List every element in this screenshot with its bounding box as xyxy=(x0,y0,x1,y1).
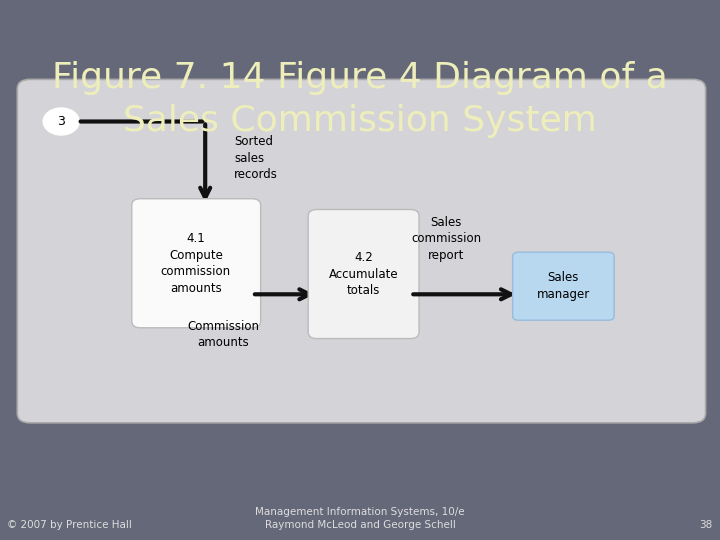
Text: Sales
manager: Sales manager xyxy=(536,272,590,301)
Text: Sales Commission System: Sales Commission System xyxy=(123,105,597,138)
Text: 4.2
Accumulate
totals: 4.2 Accumulate totals xyxy=(329,251,398,298)
FancyBboxPatch shape xyxy=(513,252,614,320)
Text: 38: 38 xyxy=(700,520,713,530)
Text: Sales
commission
report: Sales commission report xyxy=(411,216,482,262)
Text: Figure 7. 14 Figure 4 Diagram of a: Figure 7. 14 Figure 4 Diagram of a xyxy=(52,62,668,95)
Text: 3: 3 xyxy=(58,115,65,128)
Text: © 2007 by Prentice Hall: © 2007 by Prentice Hall xyxy=(7,520,132,530)
Circle shape xyxy=(43,108,79,135)
Text: 4.1
Compute
commission
amounts: 4.1 Compute commission amounts xyxy=(161,232,231,295)
Text: Sorted
sales
records: Sorted sales records xyxy=(234,135,278,181)
Text: Commission
amounts: Commission amounts xyxy=(187,320,259,349)
FancyBboxPatch shape xyxy=(308,210,419,339)
Text: Management Information Systems, 10/e
Raymond McLeod and George Schell: Management Information Systems, 10/e Ray… xyxy=(255,507,465,530)
FancyBboxPatch shape xyxy=(17,79,706,423)
FancyBboxPatch shape xyxy=(132,199,261,328)
